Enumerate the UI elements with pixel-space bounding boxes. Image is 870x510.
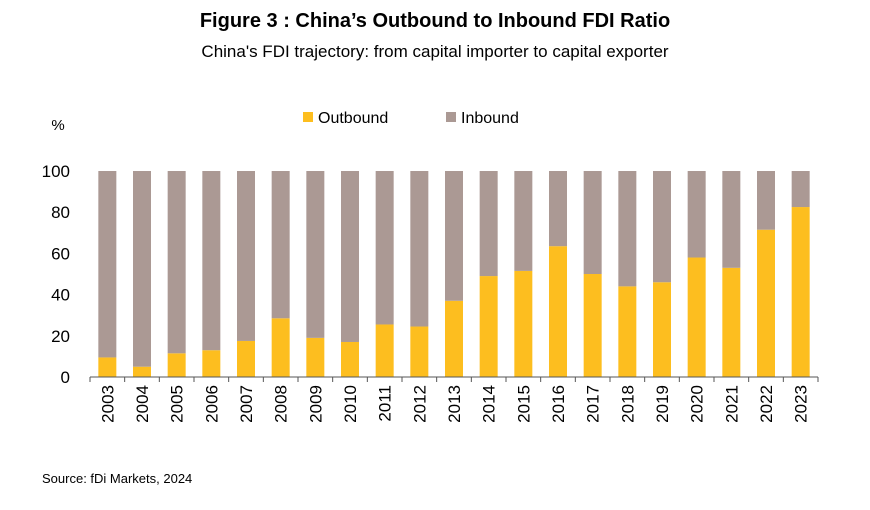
bar-outbound-2003 xyxy=(98,357,117,377)
bar-inbound-2020 xyxy=(687,171,706,258)
bar-inbound-2013 xyxy=(445,171,463,301)
bar-outbound-2019 xyxy=(653,282,671,377)
bar-outbound-2021 xyxy=(722,267,741,377)
x-tick-label: 2020 xyxy=(688,385,707,423)
x-tick-label: 2018 xyxy=(618,385,637,423)
bar-outbound-2006 xyxy=(202,350,221,377)
y-tick-label: 100 xyxy=(42,162,70,181)
x-axis-ticks: 2003 2004 2005 2006 2007 2008 2009 2010 2011 2012… xyxy=(89,377,819,423)
bar-outbound-2017 xyxy=(583,274,602,377)
x-tick-label: 2021 xyxy=(722,385,741,423)
x-tick-label: 2014 xyxy=(480,385,499,423)
legend-swatch-inbound xyxy=(446,112,456,122)
bar-outbound-2004 xyxy=(133,366,151,377)
source-note: Source: fDi Markets, 2024 xyxy=(42,471,193,486)
bar-inbound-2012 xyxy=(410,171,429,327)
bar-outbound-2007 xyxy=(237,340,255,377)
bar-inbound-2006 xyxy=(202,171,221,351)
bar-inbound-2018 xyxy=(618,171,637,287)
chart-title: Figure 3 : China’s Outbound to Inbound F… xyxy=(199,10,671,32)
legend-label-outbound: Outbound xyxy=(318,110,388,127)
bar-outbound-2013 xyxy=(445,300,463,377)
x-tick-label: 2023 xyxy=(792,385,811,423)
bar-inbound-2005 xyxy=(167,171,186,354)
bar-outbound-2011 xyxy=(375,324,394,377)
bar-inbound-2004 xyxy=(133,171,151,367)
bar-inbound-2017 xyxy=(583,171,602,274)
bar-outbound-2020 xyxy=(687,257,706,377)
chart-subtitle: China's FDI trajectory: from capital imp… xyxy=(201,42,669,61)
bar-outbound-2012 xyxy=(410,326,429,377)
y-tick-label: 20 xyxy=(51,327,70,346)
bar-outbound-2023 xyxy=(791,207,810,377)
bar-inbound-2014 xyxy=(479,171,498,277)
x-tick-label: 2012 xyxy=(410,385,429,423)
y-tick-label: 80 xyxy=(51,203,70,222)
bar-outbound-2015 xyxy=(514,270,533,377)
x-tick-label: 2016 xyxy=(549,385,568,423)
bar-outbound-2010 xyxy=(341,341,359,377)
x-tick-label: 2019 xyxy=(653,385,672,423)
bar-inbound-2019 xyxy=(653,171,671,283)
bar-inbound-2023 xyxy=(791,171,810,208)
y-tick-label: 60 xyxy=(51,244,70,263)
bar-outbound-2014 xyxy=(479,276,498,377)
bar-inbound-2007 xyxy=(237,171,255,341)
bar-inbound-2003 xyxy=(98,171,117,358)
y-tick-label: 40 xyxy=(51,286,70,305)
x-tick-label: 2013 xyxy=(445,385,464,423)
bar-inbound-2008 xyxy=(271,171,290,319)
x-tick-label: 2003 xyxy=(98,385,117,423)
x-tick-label: 2007 xyxy=(237,385,256,423)
x-tick-label: 2006 xyxy=(202,385,221,423)
bar-inbound-2016 xyxy=(549,171,567,247)
x-tick-label: 2010 xyxy=(341,385,360,423)
x-tick-label: 2022 xyxy=(757,385,776,423)
x-tick-label: 2011 xyxy=(376,385,395,422)
x-tick-label: 2017 xyxy=(584,385,603,423)
legend-label-inbound: Inbound xyxy=(461,110,519,127)
bars xyxy=(98,171,810,377)
y-axis-unit-label: % xyxy=(51,117,64,134)
bar-outbound-2022 xyxy=(757,229,775,377)
bar-outbound-2009 xyxy=(306,337,325,377)
bar-inbound-2021 xyxy=(722,171,741,268)
x-tick-label: 2004 xyxy=(133,385,152,423)
y-tick-label: 0 xyxy=(61,368,70,387)
x-tick-label: 2005 xyxy=(168,385,187,423)
bar-outbound-2005 xyxy=(167,353,186,377)
x-tick-label: 2009 xyxy=(306,385,325,423)
bar-outbound-2018 xyxy=(618,286,637,377)
x-tick-label: 2015 xyxy=(514,385,533,423)
bar-inbound-2011 xyxy=(375,171,394,325)
bar-inbound-2009 xyxy=(306,171,325,338)
bar-outbound-2016 xyxy=(549,246,567,377)
legend-swatch-outbound xyxy=(303,112,313,122)
x-tick-label: 2008 xyxy=(272,385,291,423)
y-axis-ticks: 0 20 40 60 80 100 xyxy=(42,162,70,387)
bar-inbound-2015 xyxy=(514,171,533,271)
legend: Outbound Inbound xyxy=(303,110,519,127)
bar-inbound-2022 xyxy=(757,171,775,230)
bar-outbound-2008 xyxy=(271,318,290,377)
bar-inbound-2010 xyxy=(341,171,359,342)
